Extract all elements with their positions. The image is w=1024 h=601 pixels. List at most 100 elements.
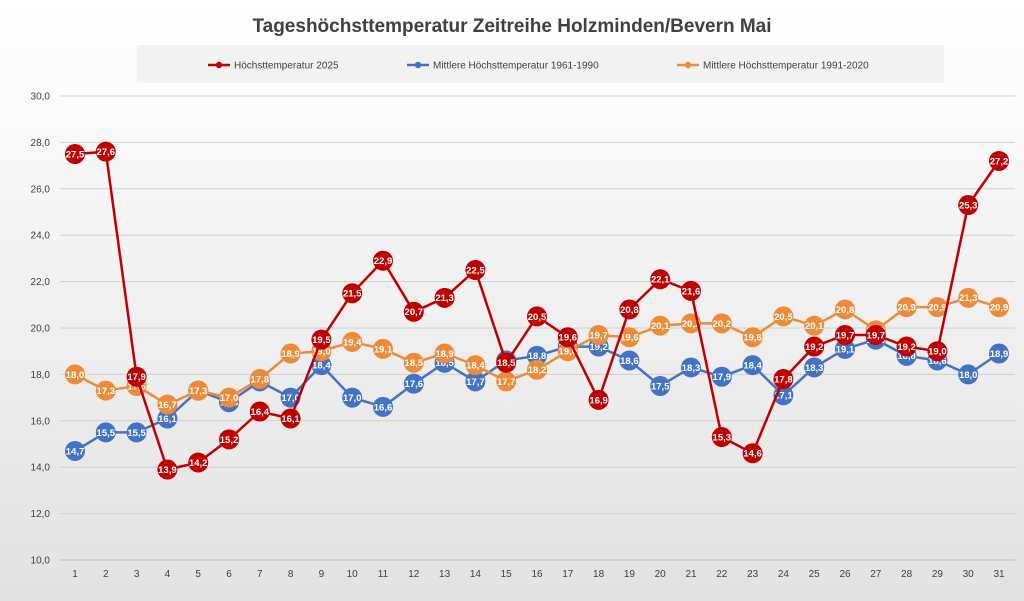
legend-label: Mittlere Höchsttemperatur 1991-2020 (703, 61, 869, 72)
data-label: 20,5 (774, 312, 793, 323)
data-label: 18,4 (466, 361, 485, 372)
data-point (157, 459, 178, 480)
x-tick-label: 17 (562, 569, 574, 580)
data-label: 17,3 (97, 386, 116, 397)
data-label: 20,9 (897, 303, 916, 314)
data-label: 19,2 (589, 342, 608, 353)
data-label: 19,6 (559, 333, 578, 344)
data-point (126, 422, 147, 443)
series-layer: 14,715,515,516,117,316,817,717,018,417,0… (65, 141, 1009, 480)
data-point (742, 355, 763, 376)
x-tick-label: 11 (378, 569, 389, 580)
data-point (711, 427, 732, 448)
data-point (434, 343, 455, 364)
data-point (188, 380, 209, 401)
data-point (434, 287, 455, 308)
data-label: 17,6 (405, 379, 424, 390)
data-label: 14,7 (66, 446, 85, 457)
data-label: 19,7 (589, 330, 608, 341)
x-tick-label: 28 (901, 569, 913, 580)
data-label: 18,0 (66, 370, 85, 381)
data-label: 17,0 (220, 393, 239, 404)
data-point (95, 422, 116, 443)
data-point (373, 338, 393, 359)
x-tick-label: 16 (531, 569, 543, 580)
x-tick-label: 29 (932, 569, 944, 580)
data-point (773, 306, 794, 327)
data-point (835, 299, 855, 320)
data-point (188, 452, 209, 473)
data-label: 20,9 (990, 303, 1009, 314)
data-label: 19,2 (805, 342, 824, 353)
x-tick-label: 12 (408, 569, 420, 580)
data-point (95, 380, 116, 401)
y-tick-label: 30,0 (31, 92, 51, 103)
data-label: 17,0 (343, 393, 362, 404)
data-point (280, 343, 301, 364)
data-label: 20,5 (528, 312, 547, 323)
x-tick-label: 20 (655, 569, 667, 580)
data-point (465, 371, 486, 392)
data-point (465, 260, 486, 280)
data-label: 16,7 (158, 400, 177, 411)
x-tick-label: 8 (288, 569, 294, 580)
data-point (619, 327, 640, 348)
x-tick-label: 22 (716, 569, 728, 580)
x-tick-label: 9 (319, 569, 325, 580)
data-label: 17,7 (497, 377, 516, 388)
data-point (527, 359, 547, 380)
x-tick-label: 21 (685, 569, 697, 580)
data-point (681, 280, 701, 301)
data-label: 20,1 (805, 321, 824, 332)
data-label: 21,3 (959, 293, 978, 304)
data-point (157, 408, 178, 429)
data-label: 19,0 (559, 347, 578, 358)
data-label: 17,1 (774, 391, 793, 402)
data-label: 21,6 (682, 286, 701, 297)
data-point (865, 324, 886, 345)
y-tick-label: 28,0 (31, 138, 51, 149)
data-point (342, 387, 363, 408)
y-tick-label: 20,0 (31, 324, 51, 335)
data-label: 21,3 (435, 293, 454, 304)
data-label: 17,9 (713, 372, 732, 383)
data-label: 18,8 (897, 351, 916, 362)
data-label: 14,2 (189, 458, 208, 469)
data-point (619, 299, 640, 320)
data-point (527, 306, 547, 327)
data-point (65, 364, 85, 385)
data-point (527, 345, 547, 366)
data-label: 17,8 (251, 374, 270, 385)
data-label: 19,6 (743, 333, 762, 344)
data-label: 15,2 (220, 435, 239, 446)
data-label: 18,5 (405, 358, 424, 369)
data-point (65, 440, 85, 461)
data-label: 19,7 (867, 330, 886, 341)
data-label: 19,6 (620, 333, 639, 344)
data-label: 17,0 (281, 393, 300, 404)
data-point (896, 297, 917, 318)
x-tick-label: 24 (778, 569, 790, 580)
x-tick-label: 31 (993, 569, 1005, 580)
data-point (465, 355, 486, 376)
data-label: 16,6 (374, 402, 393, 413)
data-point (804, 336, 825, 357)
data-point (804, 357, 825, 378)
data-point (249, 369, 270, 390)
data-label: 13,9 (158, 465, 177, 476)
x-tick-label: 27 (870, 569, 882, 580)
data-point (219, 429, 239, 450)
data-label: 14,6 (743, 449, 762, 460)
x-tick-label: 4 (165, 569, 171, 580)
data-point (588, 389, 609, 410)
y-tick-label: 26,0 (31, 184, 51, 195)
data-label: 18,4 (312, 361, 331, 372)
y-axis: 10,0 12,0 14,0 16,0 18,0 20,0 22,0 24,0 26,0 28,0… (31, 92, 51, 567)
data-point (650, 315, 671, 336)
data-label: 17,5 (651, 381, 670, 392)
data-label: 19,2 (897, 342, 916, 353)
series-3: 18,0 17,3 17,5 16,7 17,3 17,0 17,8 18,9 19,0 19,4… (65, 287, 1009, 415)
data-point (711, 366, 732, 387)
data-point (403, 373, 424, 394)
